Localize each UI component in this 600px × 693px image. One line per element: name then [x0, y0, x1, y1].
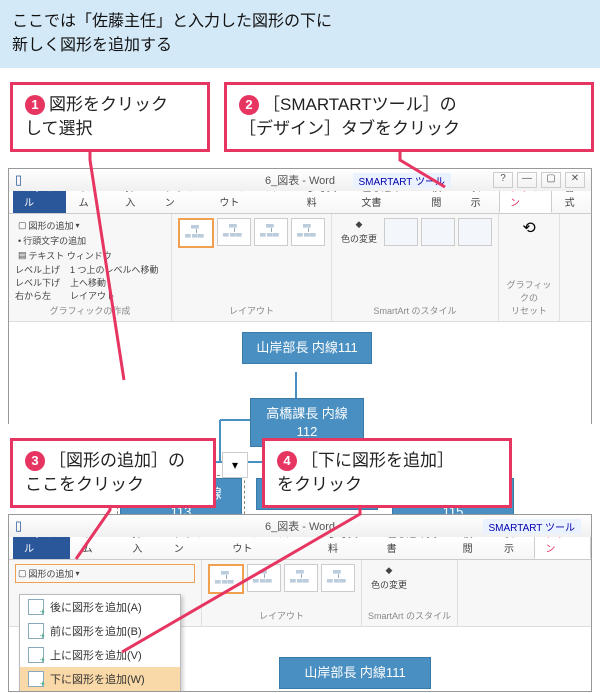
group-reset-label: グラフィックの リセット [505, 278, 553, 317]
add-below-icon [28, 671, 44, 687]
word-window-1: ▯ 6_図表 - Word SMARTART ツール ? — ▢ ✕ ファイル … [8, 168, 592, 424]
style-thumb[interactable] [421, 218, 455, 246]
word-icon: ▯ [15, 172, 22, 188]
badge-3: 3 [25, 451, 45, 471]
word-icon: ▯ [15, 518, 22, 534]
group-styles-label: SmartArt のスタイル [338, 304, 492, 317]
window-title: 6_図表 - Word [265, 172, 335, 188]
menu-add-before[interactable]: 前に図形を追加(B) [20, 619, 180, 643]
add-bullet-button[interactable]: • 行頭文字の追加 [15, 233, 165, 248]
add-after-icon [28, 599, 44, 615]
layout-thumb[interactable] [217, 218, 251, 246]
intro-banner: ここでは「佐藤主任」と入力した図形の下に 新しく図形を追加する [0, 0, 600, 68]
add-above-icon [28, 647, 44, 663]
group-layout-label: レイアウト [178, 304, 325, 317]
ribbon-tabs: ファイル ホーム 挿入 デザイン ページ レイアウト 参考資料 差し込み文書 校… [9, 537, 591, 560]
layout-thumb[interactable] [291, 218, 325, 246]
canvas: 山岸部長 内線111 高橋課長 内線112 佐藤主任 内線113 原主任 内線1… [9, 322, 591, 542]
callout-1: 1図形をクリック して選択 [10, 82, 210, 152]
style-thumb[interactable] [458, 218, 492, 246]
layout-thumb[interactable] [321, 564, 355, 592]
callout-2-text: ［SMARTARTツール］の ［デザイン］タブをクリック [239, 95, 460, 138]
org-node-root[interactable]: 山岸部長 内線111 [279, 657, 431, 689]
badge-4: 4 [277, 451, 297, 471]
dropdown-arrow-button[interactable]: ▾ [222, 452, 248, 478]
group-create-label: グラフィックの作成 [15, 304, 165, 317]
menu-add-below[interactable]: 下に図形を追加(W) [20, 667, 180, 691]
layout-thumb[interactable] [208, 564, 244, 594]
layout-thumb[interactable] [178, 218, 214, 248]
add-shape-dropdown: 後に図形を追加(A) 前に図形を追加(B) 上に図形を追加(V) 下に図形を追加… [19, 594, 181, 692]
callout-4-text: ［下に図形を追加］ をクリック [277, 451, 454, 494]
badge-1: 1 [25, 95, 45, 115]
layout-thumb[interactable] [247, 564, 281, 592]
callout-4: 4［下に図形を追加］ をクリック [262, 438, 512, 508]
titlebar: ▯ 6_図表 - Word SMARTART ツール ? — ▢ ✕ [9, 169, 591, 191]
org-node-root[interactable]: 山岸部長 内線111 [242, 332, 372, 364]
ribbon-tabs: ファイル ホーム 挿入 デザイン ページ レイアウト 参考資料 差し込み文書 校… [9, 191, 591, 214]
callout-3: 3［図形の追加］の ここをクリック [10, 438, 216, 508]
menu-add-assistant[interactable]: アシスタントの追加(T) [20, 691, 180, 692]
badge-2: 2 [239, 95, 259, 115]
callout-2: 2［SMARTARTツール］の ［デザイン］タブをクリック [224, 82, 594, 152]
add-shape-button-open[interactable]: ▢ 図形の追加 ▾ [15, 564, 195, 583]
word-window-2: ▯ 6_図表 - Word SMARTART ツール ファイル ホーム 挿入 デ… [8, 514, 592, 692]
window-buttons: ? — ▢ ✕ [493, 172, 585, 188]
group-styles-label: SmartArt のスタイル [368, 609, 451, 622]
close-button[interactable]: ✕ [565, 172, 585, 188]
layout-thumb[interactable] [254, 218, 288, 246]
smartart-tools-label: SMARTART ツール [353, 173, 452, 188]
callout-3-text: ［図形の追加］の ここをクリック [25, 451, 185, 494]
maximize-button[interactable]: ▢ [541, 172, 561, 188]
layout-thumb[interactable] [284, 564, 318, 592]
ribbon: ▢ 図形の追加 ▾ • 行頭文字の追加 ▤ テキスト ウィンドウ レベル上げレベ… [9, 214, 591, 322]
menu-add-above[interactable]: 上に図形を追加(V) [20, 643, 180, 667]
text-window-button[interactable]: ▤ テキスト ウィンドウ [15, 248, 165, 263]
menu-add-after[interactable]: 後に図形を追加(A) [20, 595, 180, 619]
help-icon[interactable]: ? [493, 172, 513, 188]
colors-button[interactable]: ◆色の変更 [368, 564, 410, 592]
colors-button[interactable]: ◆色の変更 [338, 218, 380, 246]
smartart-tools-label: SMARTART ツール [483, 519, 582, 534]
minimize-button[interactable]: — [517, 172, 537, 188]
ribbon: ▢ 図形の追加 ▾ グラフィックの作成 レイアウト ◆色の変更 SmartArt… [9, 560, 591, 627]
callout-1-text: 図形をクリック して選択 [25, 95, 168, 138]
style-thumb[interactable] [384, 218, 418, 246]
add-shape-button[interactable]: ▢ 図形の追加 ▾ [15, 218, 165, 233]
window-title: 6_図表 - Word [265, 518, 335, 534]
titlebar: ▯ 6_図表 - Word SMARTART ツール [9, 515, 591, 537]
group-layout-label: レイアウト [208, 609, 355, 622]
add-before-icon [28, 623, 44, 639]
